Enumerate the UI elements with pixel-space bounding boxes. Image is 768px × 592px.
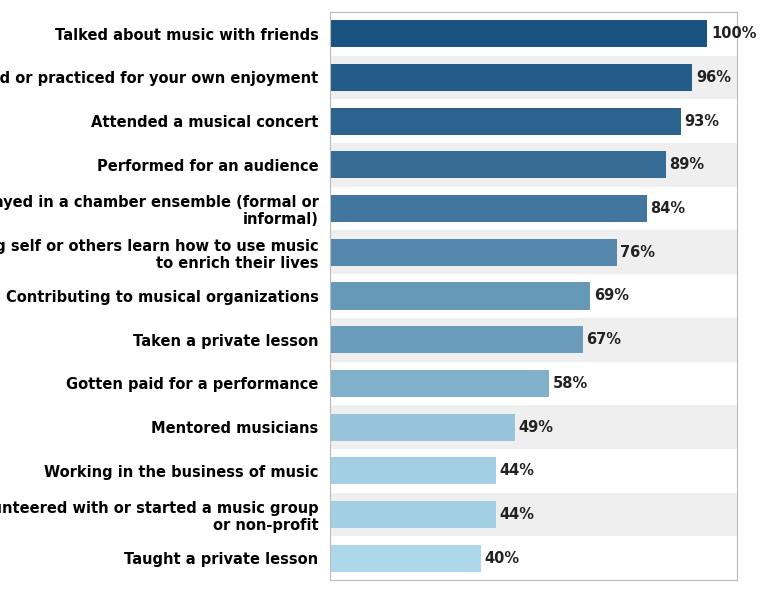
Bar [330,108,680,135]
Text: 76%: 76% [621,244,655,260]
Bar [330,12,737,56]
Text: 49%: 49% [518,420,554,435]
Bar [330,56,737,99]
Text: 58%: 58% [553,376,588,391]
Bar [330,457,496,484]
Bar [330,318,737,362]
Bar [330,414,515,440]
Bar [330,152,666,178]
Bar [330,186,737,230]
Bar [330,449,737,493]
Bar [330,370,549,397]
Text: 69%: 69% [594,288,629,304]
Bar [330,362,737,406]
Text: 40%: 40% [485,551,520,566]
Text: 44%: 44% [500,507,535,522]
Bar [330,282,591,310]
Bar [330,239,617,266]
Bar [330,536,737,580]
Bar [330,195,647,222]
Bar [330,326,583,353]
Bar [330,143,737,186]
Bar [330,501,496,528]
Text: 84%: 84% [650,201,686,216]
Bar [330,99,737,143]
Text: 89%: 89% [670,157,704,172]
Text: 93%: 93% [684,114,720,128]
Bar [330,493,737,536]
Bar [330,545,481,572]
Bar [330,230,737,274]
Bar [330,64,692,91]
Bar [330,20,707,47]
Bar [330,274,737,318]
Text: 67%: 67% [587,332,621,348]
Bar [330,406,737,449]
Text: 96%: 96% [696,70,731,85]
Text: 44%: 44% [500,464,535,478]
Text: 100%: 100% [711,26,756,41]
